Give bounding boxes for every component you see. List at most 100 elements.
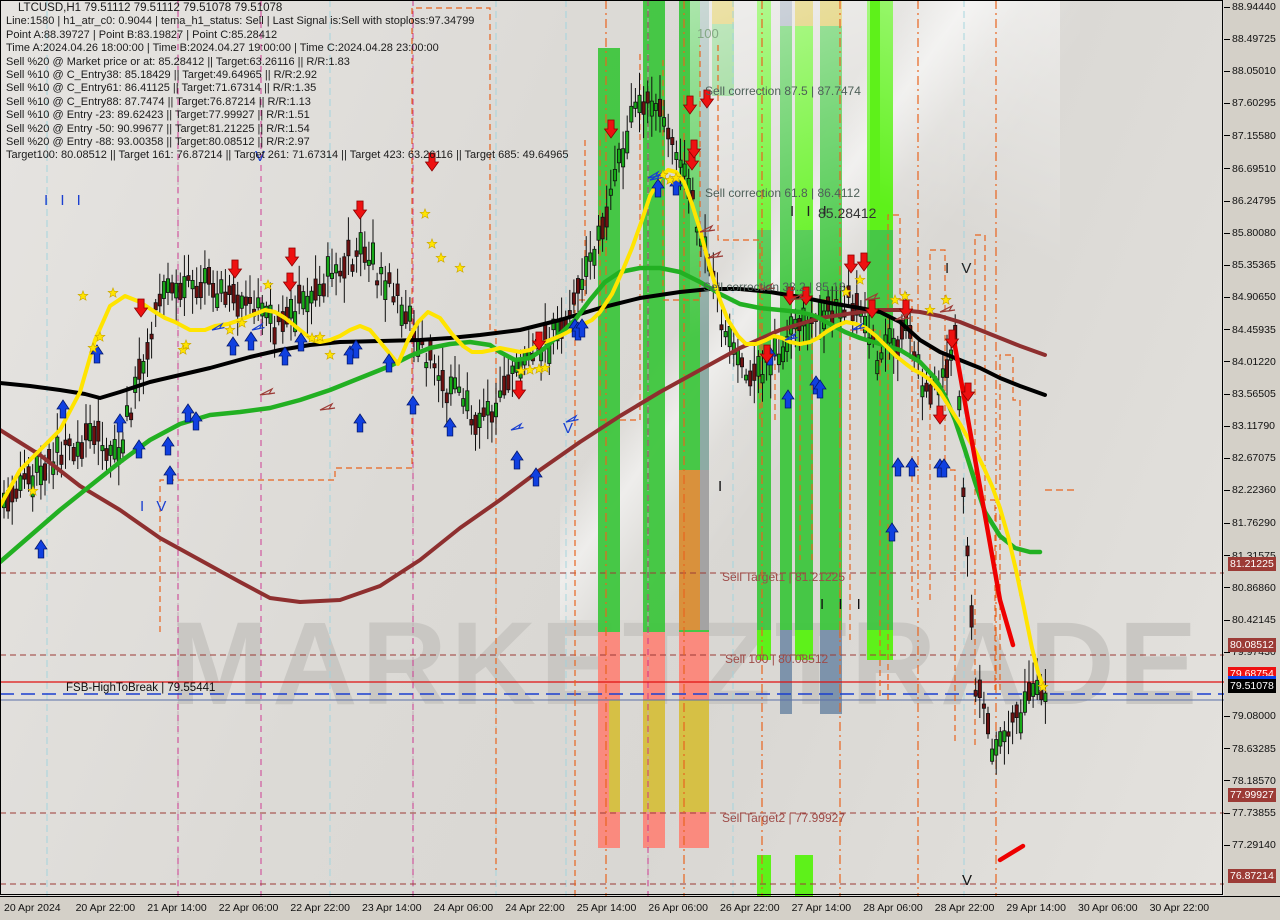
price-level-label-sell-target-1[interactable]: 81.21225 <box>1228 557 1276 572</box>
time-tick: 30 Apr 22:00 <box>1149 902 1210 914</box>
price-tick: 88.94440 <box>1224 1 1276 13</box>
price-level-label-sell-100[interactable]: 80.08512 <box>1228 638 1276 653</box>
price-axis[interactable]: 88.94440 88.49725 88.05010 87.60295 87.15580… <box>1224 0 1280 896</box>
price-tick: 88.05010 <box>1224 65 1276 77</box>
header-line: Sell %20 @ Entry -88: 93.00358 || Target… <box>6 136 310 149</box>
sell-arrow-icon <box>531 331 547 351</box>
star-marker-icon <box>524 363 536 375</box>
price-tick: 80.86860 <box>1224 582 1276 594</box>
buy-arrow-icon <box>781 389 795 409</box>
price-tick: 88.49725 <box>1224 33 1276 45</box>
header-line: Sell %20 @ Market price or at: 85.28412 … <box>6 55 350 68</box>
signal-band <box>757 855 771 896</box>
sell-arrow-icon <box>133 298 149 318</box>
time-tick: 28 Apr 06:00 <box>863 902 923 914</box>
buy-arrow-icon <box>937 458 951 478</box>
price-level-label-last-price[interactable]: 79.51078 <box>1228 679 1276 694</box>
buy-arrow-icon <box>132 439 146 459</box>
signal-red-line <box>950 332 1016 648</box>
price-tick: 81.76290 <box>1224 517 1276 529</box>
chart-plot-area[interactable]: MARKETZTRADE <box>0 0 1225 896</box>
correction-arrow-icon <box>699 224 716 233</box>
star-marker-icon <box>262 278 274 290</box>
sell-arrow-icon <box>798 286 814 306</box>
price-tick: 77.73855 <box>1224 807 1276 819</box>
signal-band <box>820 630 842 714</box>
buy-arrow-icon <box>181 403 195 423</box>
header-line: Sell %10 @ C_Entry61: 86.41125 || Target… <box>6 82 317 95</box>
sell-arrow-icon <box>603 119 619 139</box>
header-line: Sell %10 @ C_Entry38: 85.18429 || Target… <box>6 69 318 82</box>
fractal-mark: I I I <box>790 203 831 220</box>
star-marker-icon <box>657 168 669 180</box>
price-tick: 83.56505 <box>1224 388 1276 400</box>
annotation-sell-correction-875: Sell correction 87.5 | 87.7474 <box>705 84 861 98</box>
time-tick: 29 Apr 14:00 <box>1006 902 1066 914</box>
star-marker-icon <box>840 285 852 297</box>
fractal-mark: V <box>255 148 266 165</box>
sell-arrow-icon <box>759 344 775 364</box>
fractal-mark: V <box>563 420 574 437</box>
buy-arrow-icon <box>529 467 543 487</box>
header-line: Line:1580 | h1_atr_c0: 0.9044 | tema_h1_… <box>6 15 475 28</box>
time-tick: 26 Apr 06:00 <box>648 902 708 914</box>
buy-arrow-icon <box>905 457 919 477</box>
star-marker-icon <box>419 207 431 219</box>
ma-yellow <box>0 168 1045 688</box>
header-line: Time A:2024.04.26 18:00:00 | Time B:2024… <box>6 42 439 55</box>
annotation-sell-target-2: Sell Target2 | 77.99927 <box>722 811 845 825</box>
correction-arrow-icon <box>707 250 724 259</box>
sell-arrow-icon <box>944 329 960 349</box>
sell-arrow-icon <box>511 380 527 400</box>
price-tick: 84.45935 <box>1224 324 1276 336</box>
price-tick: 84.90650 <box>1224 291 1276 303</box>
price-tick: 86.69510 <box>1224 163 1276 175</box>
ma-black <box>0 287 1047 400</box>
price-level-label-sell-target-2[interactable]: 77.99927 <box>1228 788 1276 803</box>
sell-arrow-icon <box>352 200 368 220</box>
header-line: Sell %10 @ Entry -23: 89.62423 || Target… <box>6 109 310 122</box>
impulse-arrow-icon <box>211 322 225 331</box>
sell-arrow-icon <box>782 286 798 306</box>
price-level-label-target-161[interactable]: 76.87214 <box>1228 869 1276 884</box>
signal-band <box>795 630 813 660</box>
price-tick: 83.11790 <box>1224 420 1275 432</box>
annotation-level-100: 100 <box>697 26 719 41</box>
time-tick: 21 Apr 14:00 <box>147 902 207 914</box>
signal-band <box>757 630 771 660</box>
buy-arrow-icon <box>189 411 203 431</box>
buy-arrow-icon <box>226 336 240 356</box>
correction-arrow-icon <box>789 292 806 301</box>
star-marker-icon <box>224 323 236 335</box>
time-tick: 30 Apr 06:00 <box>1078 902 1138 914</box>
impulse-arrow-icon <box>565 414 579 423</box>
price-tick: 78.18570 <box>1224 775 1276 787</box>
time-tick: 23 Apr 14:00 <box>362 902 422 914</box>
star-marker-icon <box>1037 680 1049 692</box>
correction-arrow-icon <box>319 402 336 411</box>
annotation-fsb-hightobreak: FSB-HighToBreak | 79.55441 <box>66 682 216 694</box>
price-tick: 82.22360 <box>1224 484 1276 496</box>
buy-arrow-icon <box>278 346 292 366</box>
ma-darkred <box>0 308 1047 604</box>
chart-info-header: LTCUSD,H1 79.51112 79.51112 79.51078 79.… <box>6 2 569 163</box>
moving-average-layer <box>0 168 1047 863</box>
price-tick: 87.15580 <box>1224 130 1276 142</box>
fractal-mark: I <box>718 478 723 495</box>
signal-band <box>867 0 893 230</box>
price-tick: 79.08000 <box>1224 710 1276 722</box>
time-axis[interactable]: 20 Apr 2024 20 Apr 22:00 21 Apr 14:00 22 Ap… <box>0 896 1280 920</box>
impulse-arrow-icon <box>784 332 798 341</box>
sell-arrow-icon <box>424 152 440 172</box>
signal-red-line-2 <box>997 843 1026 863</box>
impulse-arrow-icon <box>510 422 524 431</box>
sell-arrow-icon <box>686 139 702 159</box>
star-marker-icon <box>77 289 89 301</box>
star-marker-icon <box>539 361 551 373</box>
sell-arrow-icon <box>856 252 872 272</box>
signal-band <box>795 855 813 896</box>
star-marker-icon <box>515 364 527 376</box>
time-tick: 20 Apr 22:00 <box>75 902 136 914</box>
time-tick: 22 Apr 06:00 <box>218 902 279 914</box>
price-tick: 80.42145 <box>1224 614 1276 626</box>
